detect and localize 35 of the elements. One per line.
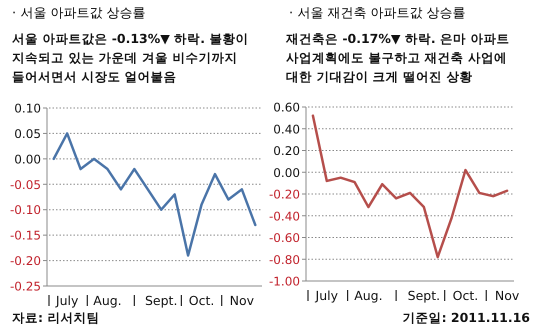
- y-tick-label: -0.10: [10, 203, 41, 218]
- x-tick-label: Oct.: [452, 288, 478, 303]
- y-tick-label: 0.60: [273, 100, 300, 114]
- y-tick-label: 0.20: [273, 144, 300, 158]
- x-tick-label: Sept.: [408, 288, 440, 303]
- y-tick-label: 0.05: [14, 126, 41, 141]
- chart-subtitle: 재건축은 -0.17%▼ 하락. 은마 아파트 사업계획에도 불구하고 재건축 사업에 대한 기대감이 크게 떨어진 상황: [285, 31, 510, 84]
- y-tick-label: -0.20: [268, 188, 300, 202]
- x-tick-label: Nov: [230, 293, 255, 308]
- y-tick-label: -0.40: [268, 209, 300, 224]
- x-tick-label: July: [314, 288, 339, 303]
- x-tick-label: Oct.: [188, 293, 214, 308]
- y-tick-label: -1.00: [268, 274, 300, 288]
- y-tick-label: -0.80: [268, 252, 300, 267]
- text: 자료: 리서치팀: [12, 310, 100, 325]
- chart-subtitle: 서울 아파트값은 -0.13%▼ 하락. 불황이 지속되고 있는 가운데 겨울 비수기까지 들어서면서 시장도 얼어붙음: [12, 31, 248, 84]
- y-tick-label: -0.05: [10, 178, 41, 192]
- x-tick-label: Aug.: [354, 288, 383, 303]
- text: 기준일: 2011.11.16: [402, 310, 530, 325]
- chart-title: · 서울 아파트값 상승률: [12, 6, 146, 21]
- y-tick-label: -0.15: [10, 228, 41, 243]
- x-tick-label: Sept.: [145, 293, 178, 308]
- y-tick-label: 0.00: [14, 152, 41, 166]
- y-tick-label: -0.60: [268, 231, 300, 245]
- y-tick-label: -0.25: [10, 280, 41, 294]
- line-series: [52, 132, 257, 257]
- x-tick-label: Nov: [494, 288, 520, 303]
- y-tick-label: -0.20: [10, 254, 41, 268]
- y-tick-label: 0.00: [273, 166, 300, 180]
- y-tick-label: 0.10: [14, 102, 41, 116]
- x-tick-label: July: [54, 293, 79, 308]
- x-tick-label: Aug.: [93, 293, 122, 308]
- line-series: [312, 114, 508, 258]
- y-tick-label: 0.40: [273, 122, 300, 136]
- chart-title: · 서울 재건축 아파트값 상승률: [289, 6, 466, 21]
